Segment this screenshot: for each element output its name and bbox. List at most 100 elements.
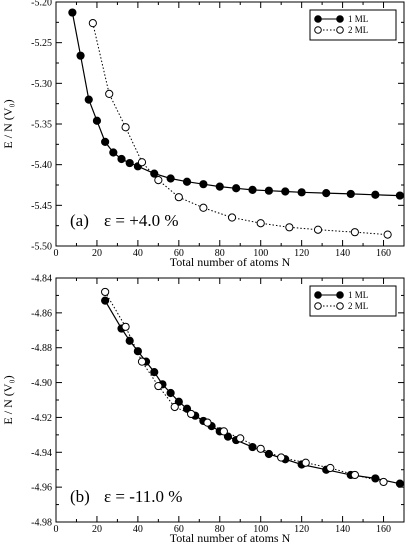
x-tick-label: 160: [376, 248, 391, 259]
x-tick-label: 160: [376, 524, 391, 535]
data-point: [219, 427, 228, 436]
data-point: [379, 477, 388, 487]
y-tick-label: -4.96: [31, 483, 52, 494]
data-point: [187, 409, 196, 419]
x-tick-label: 60: [174, 248, 184, 259]
legend-label: 1 ML: [348, 290, 368, 300]
data-point: [76, 51, 85, 60]
legend-marker: [314, 26, 322, 34]
x-tick-label: 20: [92, 524, 102, 535]
legend-label: 1 ML: [348, 14, 368, 24]
y-tick-label: -5.25: [31, 38, 52, 49]
y-tick-label: -5.50: [31, 242, 52, 253]
data-point: [313, 225, 323, 234]
series-line-2: [92, 22, 388, 236]
y-tick-label: -4.94: [31, 448, 52, 459]
data-point: [322, 189, 331, 198]
data-point: [248, 442, 257, 452]
data-point: [203, 418, 212, 427]
data-point: [371, 190, 380, 199]
legend-box: [309, 285, 397, 317]
data-point: [150, 169, 159, 178]
x-tick-label: 40: [133, 524, 143, 535]
data-point: [109, 148, 118, 157]
series-line-1: [104, 300, 401, 485]
x-tick-label: 20: [92, 248, 102, 259]
data-point: [350, 228, 359, 237]
data-point: [285, 223, 294, 232]
x-tick-label: 120: [294, 524, 309, 535]
data-point: [174, 397, 183, 406]
y-tick-label: -5.45: [31, 201, 52, 212]
y-tick-label: -4.90: [31, 378, 52, 389]
x-tick-label: 40: [133, 248, 143, 259]
data-point: [84, 95, 93, 104]
y-tick-label: -4.86: [31, 308, 52, 319]
data-point: [125, 336, 134, 345]
x-tick-label: 140: [335, 248, 350, 259]
y-tick-label: -4.92: [31, 413, 52, 424]
y-tick-label: -4.88: [31, 343, 52, 354]
x-tick-label: 0: [54, 248, 59, 259]
y-tick-label: -4.84: [31, 274, 52, 285]
data-point: [264, 449, 273, 459]
panel-label: (b): [70, 487, 90, 506]
data-point: [88, 19, 97, 28]
x-axis-label: Total number of atoms N: [170, 531, 291, 545]
data-point: [236, 434, 245, 443]
data-point: [326, 463, 335, 473]
data-point: [92, 116, 102, 125]
legend-marker: [314, 15, 322, 23]
y-tick-label: -5.20: [31, 0, 52, 9]
y-tick-label: -5.40: [31, 160, 52, 171]
data-point: [346, 189, 355, 199]
legend-marker: [314, 291, 322, 299]
data-point: [150, 368, 159, 377]
data-point: [117, 154, 126, 164]
data-point: [371, 474, 380, 483]
legend-label: 2 ML: [348, 25, 368, 35]
legend-box: [309, 9, 397, 41]
legend-marker: [336, 302, 344, 310]
panel-label: (a): [70, 211, 89, 230]
data-point: [182, 177, 192, 186]
data-point: [137, 357, 147, 366]
data-point: [232, 184, 241, 193]
x-tick-label: 0: [54, 524, 59, 535]
data-point: [121, 123, 130, 132]
data-point: [301, 458, 310, 467]
y-axis-label: E / N (V₀): [1, 375, 15, 424]
x-tick-label: 140: [335, 524, 350, 535]
data-point: [137, 158, 147, 167]
data-point: [199, 180, 208, 189]
y-axis-label: E / N (V₀): [1, 99, 15, 148]
chart-panel-1: 0 20 40 60 80 100 120 140 160 -4.98 -4.96 -4.94 -4.9…: [1, 274, 405, 545]
x-tick-label: 100: [253, 248, 268, 259]
strain-annotation: ε = -11.0 %: [104, 487, 182, 506]
data-point: [170, 402, 179, 412]
data-point: [395, 191, 405, 200]
y-tick-label: -5.35: [31, 120, 52, 131]
series-line-2: [104, 291, 384, 483]
strain-annotation: ε = +4.0 %: [104, 211, 178, 230]
data-point: [121, 322, 130, 331]
x-tick-label: 60: [174, 524, 184, 535]
data-point: [133, 347, 142, 356]
x-tick-label: 80: [215, 248, 225, 259]
data-point: [256, 219, 265, 228]
data-point: [101, 296, 110, 305]
data-point: [256, 444, 265, 453]
x-tick-label: 120: [294, 248, 309, 259]
data-point: [264, 186, 273, 195]
legend-marker: [336, 15, 344, 23]
data-point: [154, 381, 163, 391]
chart-panel-0: 0 20 40 60 80 100 120 140 160 -5.50 -5.45 -5.40 -5.3…: [1, 0, 405, 269]
legend-label: 2 ML: [348, 301, 368, 311]
legend-marker: [336, 291, 344, 299]
data-point: [395, 479, 405, 488]
y-tick-label: -5.30: [31, 79, 52, 90]
data-point: [68, 8, 77, 17]
data-point: [383, 230, 392, 239]
legend-marker: [336, 26, 344, 34]
